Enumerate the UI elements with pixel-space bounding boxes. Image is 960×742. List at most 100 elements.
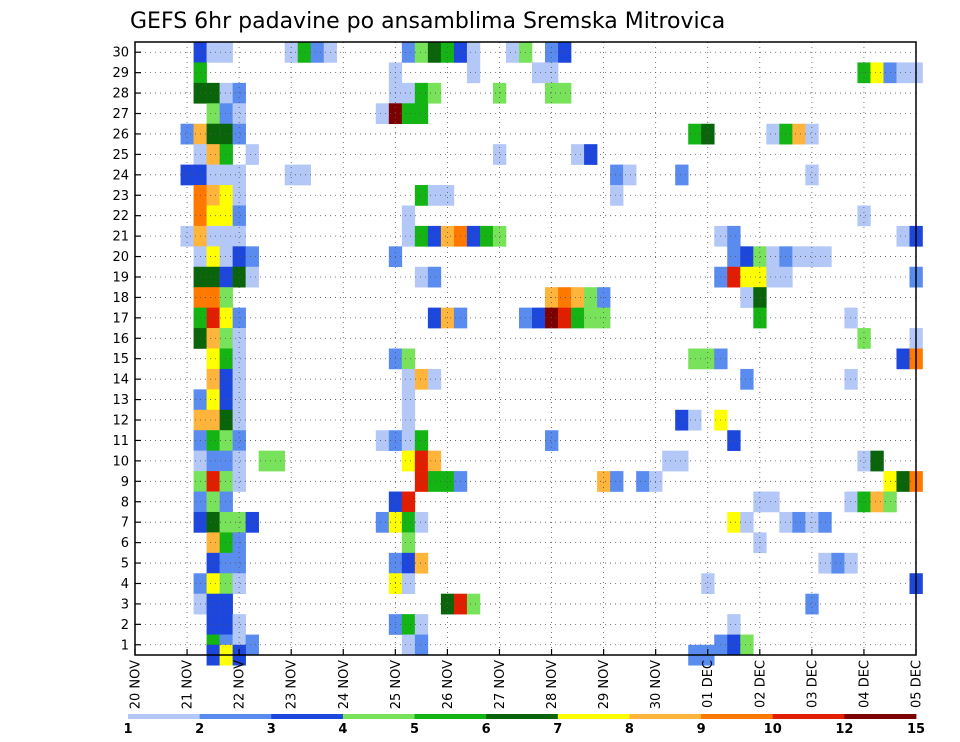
y-tick-label: 9 bbox=[121, 475, 129, 490]
y-tick-label: 21 bbox=[112, 230, 129, 245]
x-tick-label: 01 DEC bbox=[701, 660, 716, 708]
heat-cell bbox=[427, 450, 442, 472]
heat-cell bbox=[232, 185, 246, 206]
heat-cell bbox=[740, 246, 754, 268]
heat-cell bbox=[844, 307, 858, 329]
y-tick-label: 1 bbox=[121, 638, 129, 653]
heat-cell bbox=[753, 491, 767, 513]
color-legend: 12345678910121520 bbox=[123, 714, 925, 737]
heat-cell bbox=[896, 62, 910, 84]
heat-cell bbox=[623, 164, 637, 186]
heat-cell bbox=[206, 287, 220, 308]
heat-cell bbox=[206, 409, 220, 431]
heat-cell bbox=[688, 409, 702, 431]
heat-cell bbox=[675, 164, 689, 186]
heat-cell bbox=[427, 225, 442, 247]
heat-cell bbox=[232, 471, 246, 492]
heat-cell bbox=[401, 389, 416, 411]
heat-cell bbox=[219, 593, 233, 615]
heat-cell bbox=[219, 164, 233, 186]
heat-cell bbox=[219, 450, 233, 472]
y-tick-label: 6 bbox=[121, 536, 129, 551]
x-tick-label: 30 NOV bbox=[649, 660, 664, 709]
heat-cell bbox=[219, 573, 233, 594]
heat-cell bbox=[675, 409, 689, 431]
heat-cell bbox=[401, 491, 416, 513]
plot-frame bbox=[134, 41, 917, 656]
heat-cell bbox=[206, 103, 220, 125]
legend-label: 3 bbox=[267, 722, 276, 737]
heat-cell bbox=[414, 225, 429, 247]
heat-cell bbox=[219, 42, 233, 63]
y-tick-label: 25 bbox=[112, 148, 129, 163]
legend-swatch bbox=[342, 714, 415, 719]
heat-cell bbox=[440, 593, 455, 615]
heat-cell bbox=[610, 185, 624, 206]
heat-cell bbox=[401, 409, 416, 431]
heat-cell bbox=[232, 450, 246, 472]
heat-cell bbox=[232, 82, 246, 104]
heat-cell bbox=[206, 246, 220, 268]
x-tick-label: 28 NOV bbox=[545, 660, 560, 709]
legend-swatch bbox=[701, 714, 774, 719]
heat-cell bbox=[844, 491, 858, 513]
heat-cell bbox=[232, 368, 246, 390]
heat-cell bbox=[414, 430, 429, 451]
heat-cell bbox=[427, 471, 442, 492]
x-tick-label: 05 DEC bbox=[910, 660, 925, 708]
heat-cell bbox=[701, 573, 715, 594]
heat-cell bbox=[219, 225, 233, 247]
heat-cell bbox=[219, 328, 233, 349]
heat-cell bbox=[414, 266, 429, 288]
heat-cell bbox=[206, 573, 220, 594]
heat-cell bbox=[857, 491, 871, 513]
heat-cell bbox=[727, 246, 741, 268]
legend-label: 8 bbox=[625, 722, 634, 737]
heat-cell bbox=[219, 368, 233, 390]
heat-cell bbox=[245, 144, 259, 165]
x-tick-label: 22 NOV bbox=[233, 660, 248, 709]
heat-cell bbox=[232, 573, 246, 594]
y-tick-label: 5 bbox=[121, 557, 129, 572]
legend-label: 2 bbox=[195, 722, 204, 737]
heat-cell bbox=[610, 471, 624, 492]
heat-cell bbox=[401, 225, 416, 247]
heat-cell bbox=[180, 225, 194, 247]
heat-cell bbox=[727, 266, 741, 288]
heat-cell bbox=[206, 471, 220, 492]
heat-cell bbox=[219, 287, 233, 308]
y-tick-label: 26 bbox=[112, 127, 129, 142]
x-tick-label: 04 DEC bbox=[857, 660, 872, 708]
heat-cell bbox=[401, 634, 416, 656]
y-tick-label: 7 bbox=[121, 516, 129, 531]
heat-cell bbox=[206, 511, 220, 533]
heat-cell bbox=[206, 368, 220, 390]
heat-cell bbox=[805, 593, 819, 615]
heat-cell bbox=[532, 62, 546, 84]
legend-label: 6 bbox=[482, 722, 491, 737]
heat-cell bbox=[857, 450, 871, 472]
y-axis: 1234567891011121314151617181920212223242… bbox=[112, 46, 141, 653]
heat-cell bbox=[232, 430, 246, 451]
heat-cell bbox=[219, 430, 233, 451]
y-tick-label: 2 bbox=[121, 618, 129, 633]
heat-cell bbox=[206, 348, 220, 370]
heat-cell bbox=[206, 450, 220, 472]
heat-cell bbox=[219, 614, 233, 635]
heat-cell bbox=[805, 246, 819, 268]
heat-cell bbox=[245, 246, 259, 268]
x-tick-label: 25 NOV bbox=[389, 660, 404, 709]
heat-cell bbox=[466, 42, 481, 63]
heat-cell bbox=[427, 185, 442, 206]
heat-cell bbox=[206, 430, 220, 451]
heat-cell bbox=[792, 511, 806, 533]
heat-cell bbox=[545, 430, 559, 451]
heat-cell bbox=[219, 511, 233, 533]
heat-cell bbox=[206, 123, 220, 145]
heat-cell bbox=[675, 450, 689, 472]
heat-cell bbox=[401, 368, 416, 390]
heat-cell bbox=[440, 185, 455, 206]
heat-cell bbox=[727, 430, 741, 451]
y-tick-label: 11 bbox=[112, 434, 129, 449]
heat-cell bbox=[662, 450, 676, 472]
